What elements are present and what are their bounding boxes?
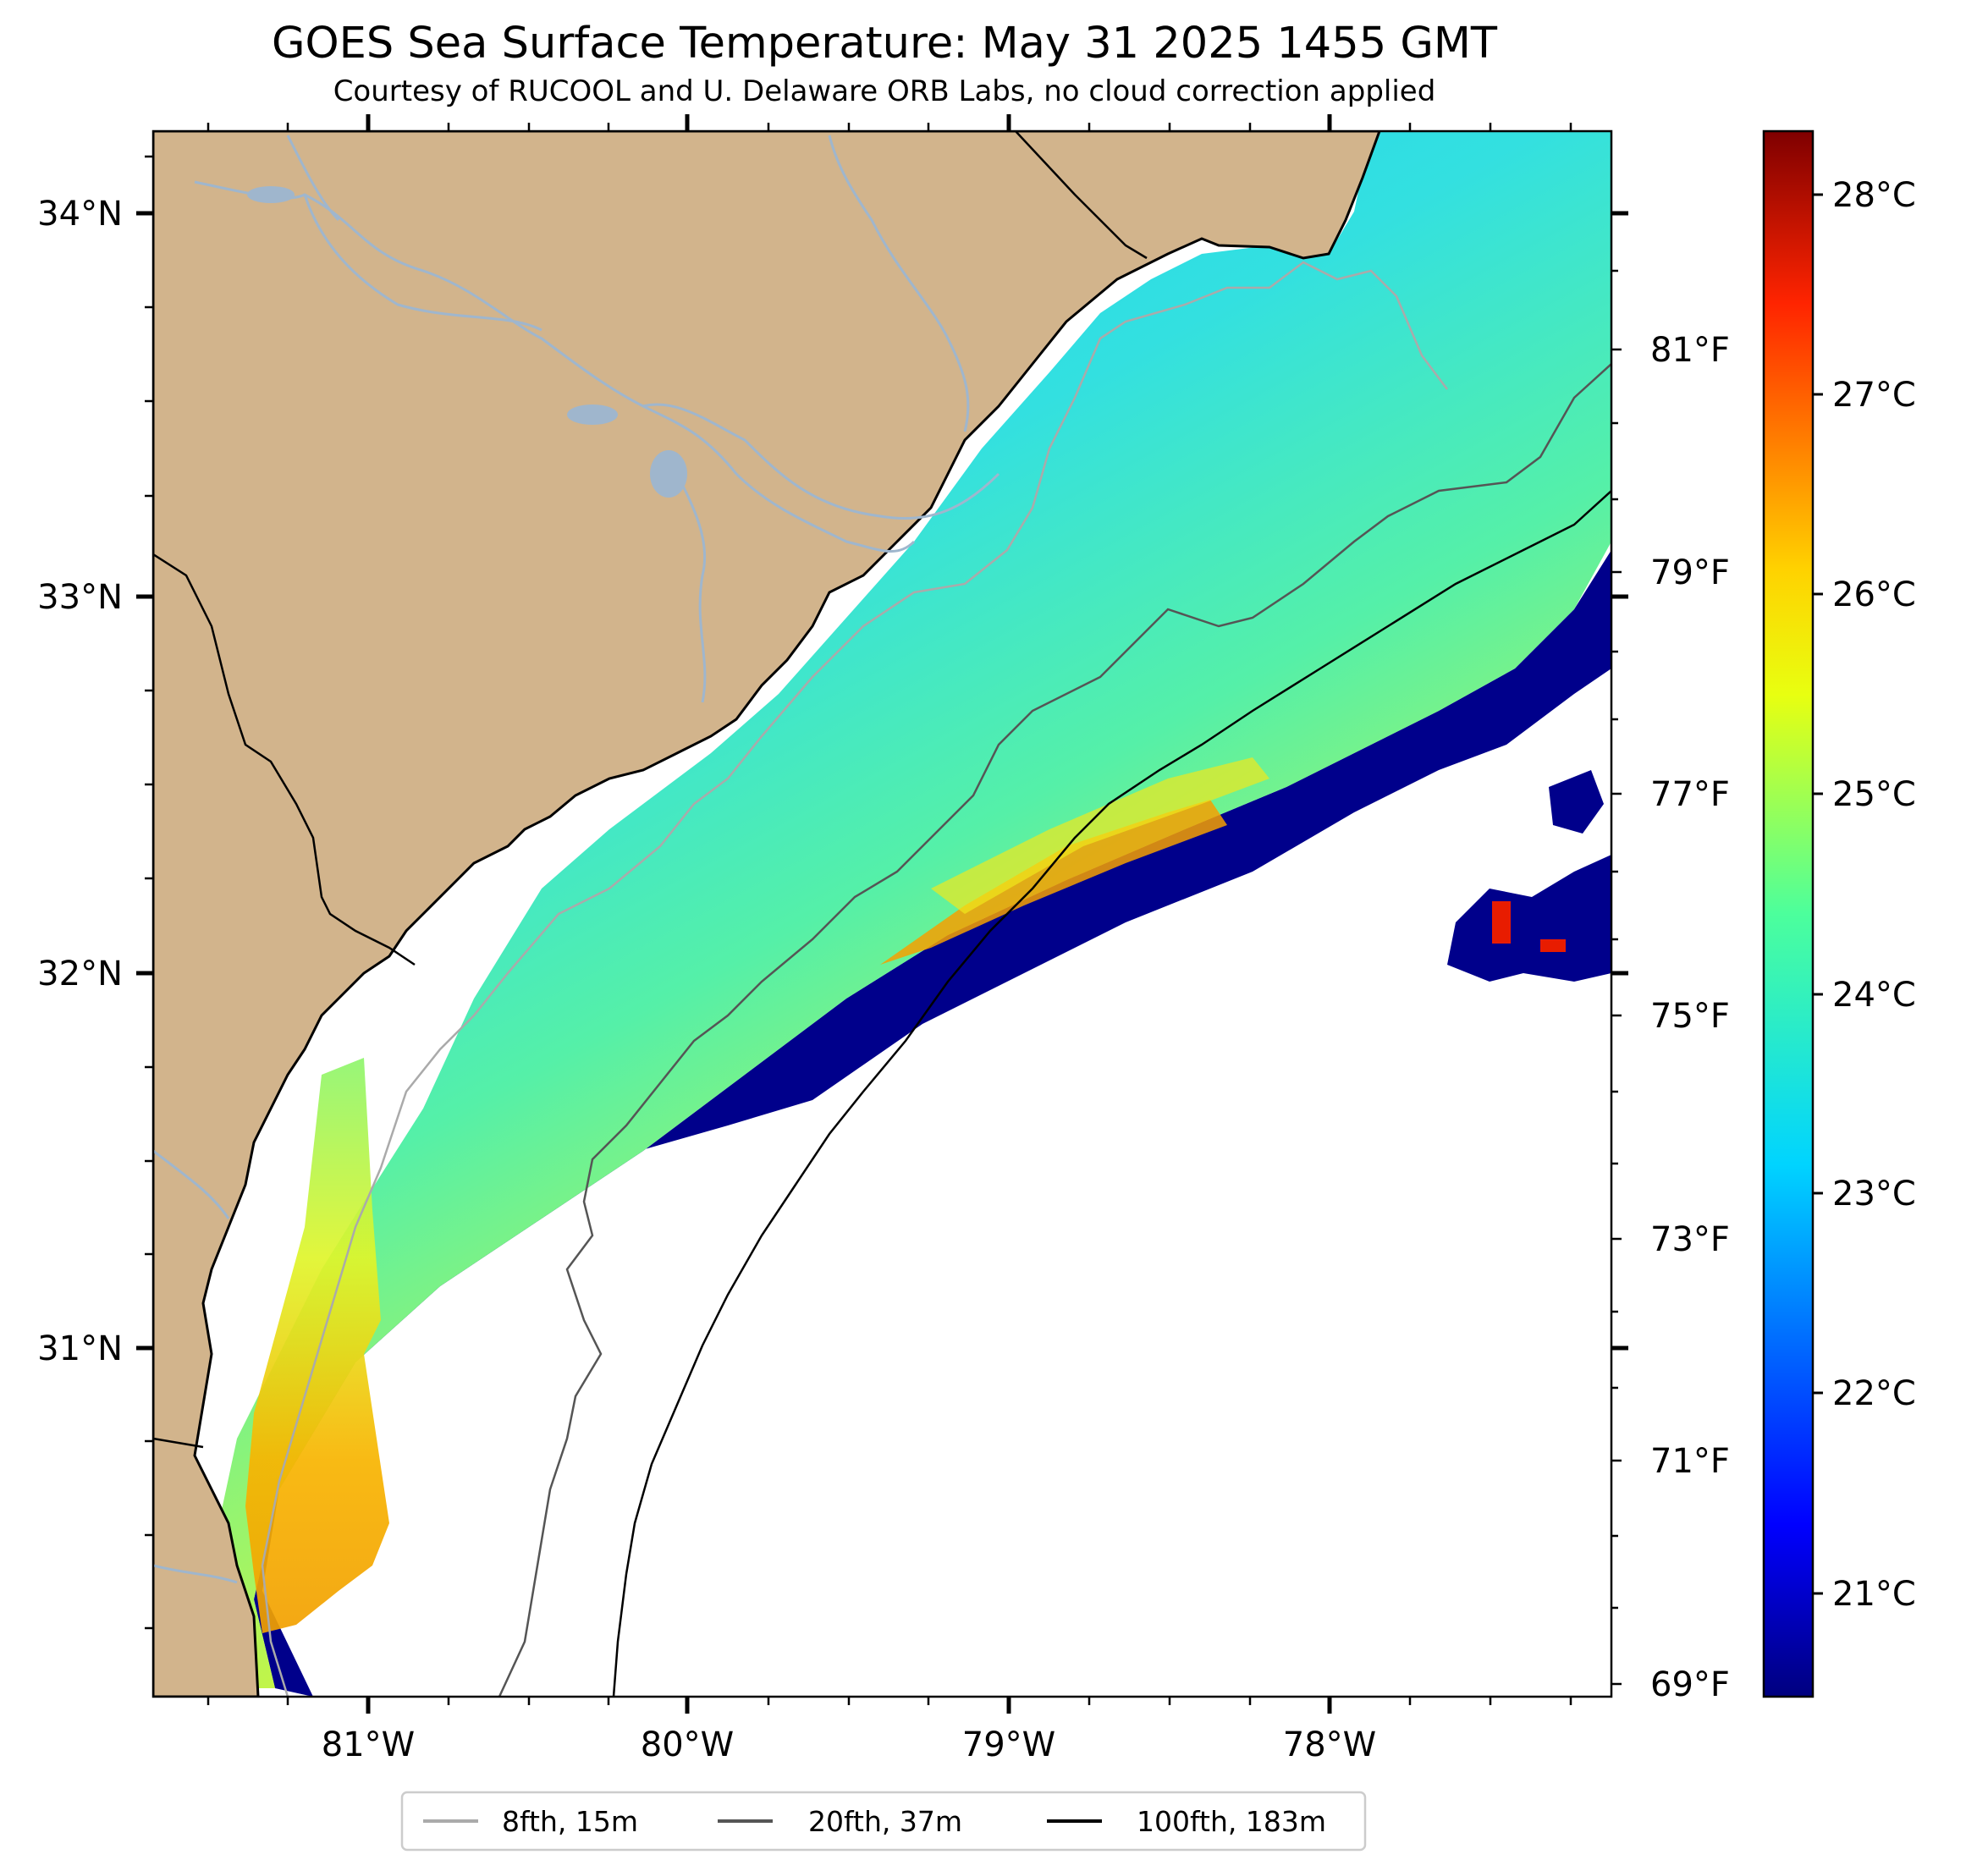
lake-marion xyxy=(650,450,687,498)
colorbar-label: 23°C xyxy=(1832,1175,1916,1213)
warm-coastal-strip xyxy=(245,1058,389,1633)
fahrenheit-label: 77°F xyxy=(1650,775,1730,814)
lake-moultrie xyxy=(567,404,618,425)
colorbar-label: 22°C xyxy=(1832,1374,1916,1413)
offshore-cold-patch-2 xyxy=(1447,855,1611,982)
fahrenheit-label: 75°F xyxy=(1650,997,1730,1036)
land-mass xyxy=(153,131,1381,1697)
fahrenheit-label: 71°F xyxy=(1650,1442,1730,1481)
lat-tick-label: 33°N xyxy=(37,578,123,617)
colorbar-ticks xyxy=(1813,193,1823,1595)
fahrenheit-label: 73°F xyxy=(1650,1220,1730,1259)
legend: 8fth, 15m 20fth, 37m 100fth, 183m xyxy=(400,1791,1367,1852)
colorbar xyxy=(1762,129,1815,1698)
warm-patch xyxy=(1492,901,1511,944)
warm-front-edge xyxy=(931,757,1269,914)
state-border-fl xyxy=(153,1437,204,1449)
map-title: GOES Sea Surface Temperature: May 31 202… xyxy=(271,19,1498,69)
fahrenheit-label: 69°F xyxy=(1650,1665,1730,1704)
lat-tick-label: 32°N xyxy=(37,955,123,993)
state-border-nc xyxy=(1015,131,1148,260)
offshore-cold-patch xyxy=(1549,770,1604,834)
lat-tick-label: 34°N xyxy=(37,195,123,234)
state-border xyxy=(153,553,416,966)
colorbar-label: 21°C xyxy=(1832,1575,1916,1614)
colorbar-label: 27°C xyxy=(1832,376,1916,415)
colorbar-label: 28°C xyxy=(1832,176,1916,215)
legend-label: 20fth, 37m xyxy=(808,1805,962,1838)
cold-water-band xyxy=(254,550,1611,1697)
lon-tick-label: 78°W xyxy=(1283,1725,1376,1764)
fahrenheit-label: 81°F xyxy=(1650,331,1730,370)
map-area xyxy=(153,131,1611,1697)
fahrenheit-label: 79°F xyxy=(1650,553,1730,592)
warm-patch-2 xyxy=(1540,939,1566,952)
rivers xyxy=(153,135,1000,1584)
legend-label: 100fth, 183m xyxy=(1137,1805,1326,1838)
lake xyxy=(247,186,295,203)
lon-tick-label: 81°W xyxy=(322,1725,415,1764)
map-subtitle: Courtesy of RUCOOL and U. Delaware ORB L… xyxy=(333,74,1436,108)
legend-box xyxy=(400,1791,1367,1852)
map-frame xyxy=(151,129,1613,1698)
lat-tick-label: 31°N xyxy=(37,1329,123,1368)
lon-minor-ticks xyxy=(207,123,1572,1705)
sea-temperature-field xyxy=(186,131,1611,1688)
isobath-20fth xyxy=(498,363,1611,1697)
warm-front xyxy=(880,800,1227,965)
lon-tick-label: 80°W xyxy=(641,1725,734,1764)
lat-major-ticks xyxy=(136,211,1628,1351)
colorbar-label: 26°C xyxy=(1832,575,1916,614)
legend-label: 8fth, 15m xyxy=(502,1805,638,1838)
lat-minor-ticks xyxy=(145,155,153,1630)
colorbar-label: 24°C xyxy=(1832,976,1916,1015)
fahrenheit-ticks xyxy=(1611,269,1622,1686)
lon-major-ticks xyxy=(366,114,1332,1714)
isobath-8fth xyxy=(261,261,1448,1697)
lon-tick-label: 79°W xyxy=(962,1725,1055,1764)
isobath-100fth xyxy=(612,490,1611,1697)
colorbar-label: 25°C xyxy=(1832,775,1916,814)
